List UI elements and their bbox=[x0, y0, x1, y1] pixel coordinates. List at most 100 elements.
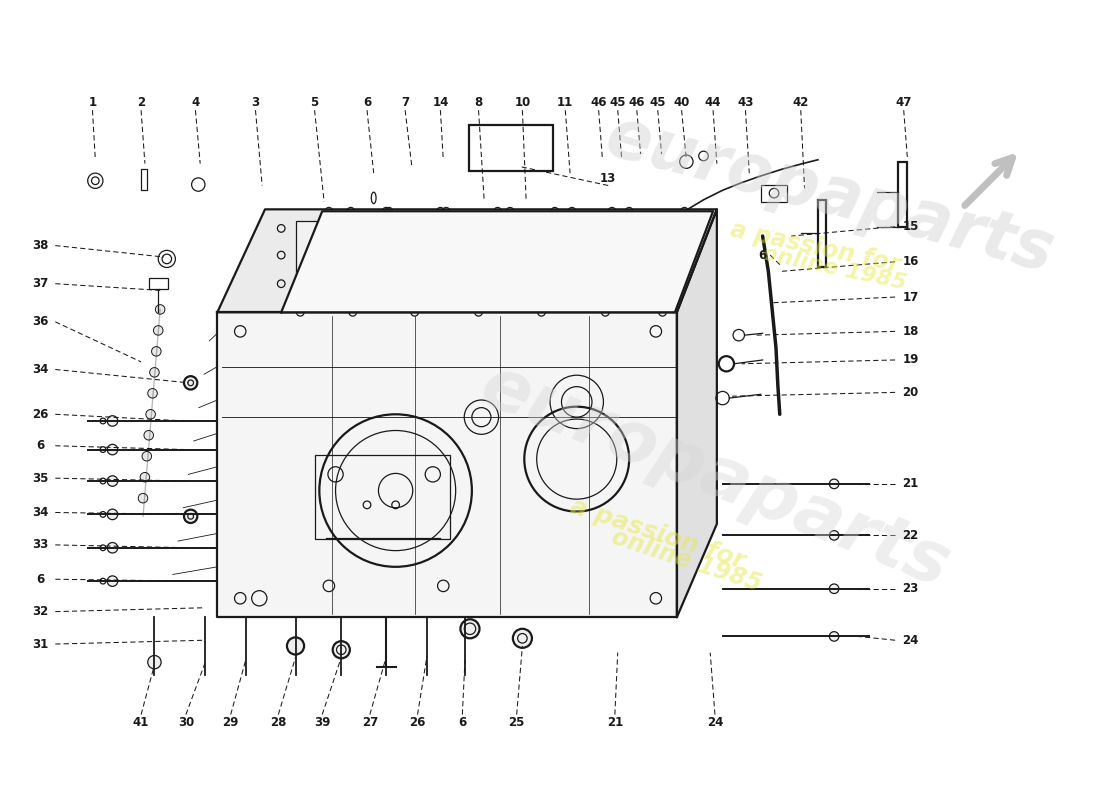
Text: 34: 34 bbox=[32, 363, 48, 376]
Text: 6: 6 bbox=[459, 716, 466, 729]
Text: 8: 8 bbox=[474, 96, 483, 109]
Bar bbox=[141, 170, 146, 190]
Circle shape bbox=[144, 430, 154, 440]
Text: 26: 26 bbox=[409, 716, 426, 729]
Circle shape bbox=[184, 510, 197, 523]
Text: online 1985: online 1985 bbox=[608, 525, 764, 596]
Text: 44: 44 bbox=[705, 96, 722, 109]
Circle shape bbox=[147, 389, 157, 398]
Circle shape bbox=[107, 542, 118, 553]
Text: 7: 7 bbox=[402, 96, 409, 109]
Bar bbox=[315, 455, 450, 539]
Circle shape bbox=[150, 367, 160, 377]
Text: 37: 37 bbox=[32, 278, 48, 290]
Text: 5: 5 bbox=[310, 96, 319, 109]
Polygon shape bbox=[282, 211, 713, 312]
Text: 1: 1 bbox=[88, 96, 97, 109]
Text: 33: 33 bbox=[32, 538, 48, 551]
Bar bbox=[818, 200, 826, 266]
Text: 46: 46 bbox=[628, 96, 645, 109]
Text: 41: 41 bbox=[133, 716, 150, 729]
Text: 18: 18 bbox=[902, 325, 918, 338]
Circle shape bbox=[513, 629, 532, 648]
Polygon shape bbox=[218, 312, 676, 618]
Text: a passion for: a passion for bbox=[728, 218, 902, 277]
Text: 21: 21 bbox=[607, 716, 623, 729]
Text: online 1985: online 1985 bbox=[760, 243, 909, 294]
Text: 31: 31 bbox=[32, 638, 48, 650]
Text: 36: 36 bbox=[32, 315, 48, 328]
Text: europaparts: europaparts bbox=[471, 350, 959, 602]
Bar bbox=[296, 221, 660, 302]
Circle shape bbox=[155, 305, 165, 314]
Text: 30: 30 bbox=[178, 716, 194, 729]
Text: 45: 45 bbox=[609, 96, 626, 109]
Circle shape bbox=[107, 416, 118, 426]
Text: 45: 45 bbox=[649, 96, 666, 109]
Text: 6: 6 bbox=[363, 96, 371, 109]
Text: 24: 24 bbox=[902, 634, 918, 646]
Circle shape bbox=[142, 451, 152, 461]
Circle shape bbox=[829, 530, 839, 540]
Text: 24: 24 bbox=[707, 716, 723, 729]
Text: 19: 19 bbox=[902, 354, 918, 366]
Text: 46: 46 bbox=[591, 96, 607, 109]
Circle shape bbox=[184, 376, 197, 390]
Text: 26: 26 bbox=[32, 408, 48, 421]
Text: 2: 2 bbox=[138, 96, 145, 109]
Text: 42: 42 bbox=[793, 96, 808, 109]
Circle shape bbox=[140, 473, 150, 482]
Text: 3: 3 bbox=[252, 96, 260, 109]
Text: a passion for: a passion for bbox=[568, 494, 748, 573]
Bar bbox=[898, 162, 906, 226]
Text: 21: 21 bbox=[902, 478, 918, 490]
Text: 38: 38 bbox=[32, 239, 48, 252]
Text: 4: 4 bbox=[191, 96, 199, 109]
Text: europaparts: europaparts bbox=[598, 103, 1060, 286]
Text: 34: 34 bbox=[32, 506, 48, 519]
Text: 15: 15 bbox=[902, 220, 918, 233]
Circle shape bbox=[461, 619, 480, 638]
Circle shape bbox=[147, 655, 161, 669]
Circle shape bbox=[139, 494, 147, 503]
Text: 32: 32 bbox=[32, 605, 48, 618]
Text: 25: 25 bbox=[508, 716, 525, 729]
Circle shape bbox=[332, 641, 350, 658]
Text: 6: 6 bbox=[759, 249, 767, 262]
Text: 29: 29 bbox=[222, 716, 239, 729]
Text: 20: 20 bbox=[902, 386, 918, 399]
Text: 11: 11 bbox=[558, 96, 573, 109]
Text: 6: 6 bbox=[36, 439, 44, 452]
Circle shape bbox=[829, 584, 839, 594]
Polygon shape bbox=[218, 210, 717, 312]
Polygon shape bbox=[676, 210, 717, 618]
Text: 10: 10 bbox=[515, 96, 530, 109]
Text: 43: 43 bbox=[737, 96, 754, 109]
Circle shape bbox=[287, 638, 304, 654]
Circle shape bbox=[829, 632, 839, 641]
Circle shape bbox=[107, 576, 118, 586]
Text: 47: 47 bbox=[895, 96, 912, 109]
Text: 13: 13 bbox=[601, 172, 616, 186]
Text: 27: 27 bbox=[362, 716, 378, 729]
Text: 22: 22 bbox=[902, 529, 918, 542]
Text: 40: 40 bbox=[673, 96, 690, 109]
Bar bbox=[469, 126, 553, 171]
Text: 39: 39 bbox=[314, 716, 330, 729]
Text: 16: 16 bbox=[902, 255, 918, 268]
Text: 14: 14 bbox=[432, 96, 449, 109]
Text: 28: 28 bbox=[271, 716, 286, 729]
Text: 23: 23 bbox=[902, 582, 918, 595]
Circle shape bbox=[829, 479, 839, 489]
Circle shape bbox=[152, 346, 161, 356]
Text: 6: 6 bbox=[36, 573, 44, 586]
Text: 17: 17 bbox=[902, 290, 918, 303]
Text: 35: 35 bbox=[32, 472, 48, 485]
Bar bbox=[761, 185, 788, 202]
Bar bbox=[148, 278, 168, 290]
Circle shape bbox=[107, 476, 118, 486]
Circle shape bbox=[107, 444, 118, 455]
Circle shape bbox=[146, 410, 155, 419]
Circle shape bbox=[154, 326, 163, 335]
Circle shape bbox=[107, 509, 118, 520]
